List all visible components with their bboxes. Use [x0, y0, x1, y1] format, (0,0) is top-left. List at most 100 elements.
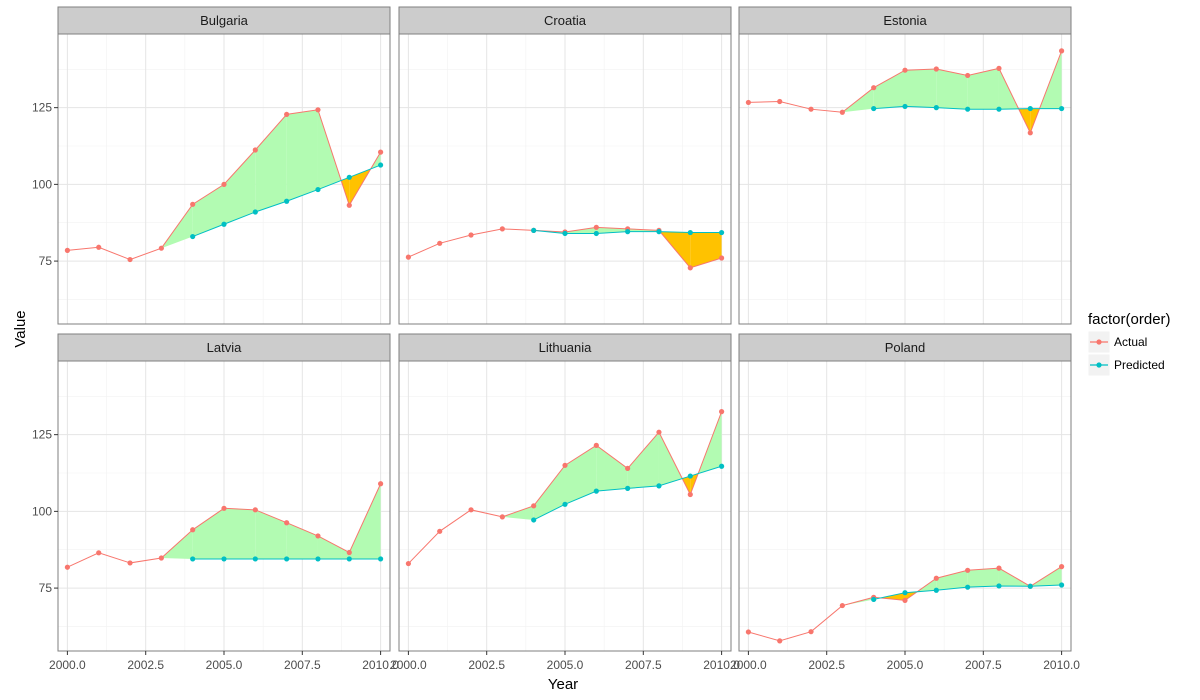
ribbon-segment	[286, 109, 318, 202]
ribbon-segment	[967, 68, 999, 110]
facet-label: Bulgaria	[200, 13, 248, 28]
data-point-predicted	[996, 106, 1002, 112]
data-point-predicted	[315, 556, 321, 562]
data-point-predicted	[562, 230, 568, 237]
data-point-predicted	[221, 556, 227, 562]
data-point-predicted	[902, 103, 908, 110]
facet-strip	[738, 6, 1072, 35]
data-point-actual	[252, 147, 258, 153]
data-point-actual	[315, 533, 321, 539]
data-point-actual	[687, 265, 693, 271]
data-point-predicted	[531, 517, 537, 523]
data-point-actual	[777, 638, 783, 644]
data-point-actual	[777, 98, 783, 105]
data-point-predicted	[1059, 105, 1065, 112]
data-point-actual	[284, 520, 290, 526]
data-point-actual	[531, 503, 537, 509]
data-point-actual	[933, 66, 939, 72]
ribbon-segment	[873, 70, 905, 109]
data-point-predicted	[625, 229, 631, 235]
data-point-actual	[808, 629, 814, 635]
data-point-actual	[437, 528, 443, 534]
data-point-actual	[719, 255, 725, 261]
legend-entry-actual: Actual	[1087, 330, 1147, 354]
data-point-actual	[933, 575, 939, 581]
ribbon-segment	[286, 522, 318, 559]
ribbon-segment	[936, 68, 968, 110]
x-tick-label: 2007.5	[284, 658, 321, 672]
panel-bulgaria: Bulgaria 75 100 125	[32, 6, 391, 325]
data-point-actual	[96, 244, 102, 250]
data-point-predicted	[346, 174, 352, 180]
data-point-predicted	[933, 105, 939, 111]
x-tick-label: 2010.0	[362, 658, 399, 672]
x-tick-label: 2005.0	[206, 658, 243, 672]
data-point-actual	[405, 560, 411, 567]
panels-layer: Bulgaria 75 100 125 Croatia Estonia Latvia 75 10…	[32, 6, 1080, 672]
data-point-predicted	[719, 463, 725, 469]
facet-strip	[57, 333, 391, 362]
data-point-predicted	[871, 105, 877, 112]
panel-estonia: Estonia	[738, 6, 1072, 325]
data-point-predicted	[656, 229, 662, 235]
data-point-actual	[346, 202, 352, 208]
data-point-predicted	[1059, 582, 1065, 588]
data-point-actual	[562, 462, 568, 468]
x-tick-label: 2010.0	[703, 658, 740, 672]
ribbon-segment	[596, 445, 628, 492]
legend-label: Predicted	[1114, 358, 1165, 372]
x-tick-label: 2000.0	[390, 658, 427, 672]
ribbon-segment	[317, 109, 342, 190]
data-point-actual	[221, 505, 227, 511]
data-point-actual	[996, 65, 1002, 71]
data-point-predicted	[687, 473, 693, 479]
data-point-actual	[745, 629, 751, 635]
data-point-predicted	[378, 556, 384, 562]
x-tick-label: 2007.5	[965, 658, 1002, 672]
data-point-actual	[378, 149, 384, 155]
panel-croatia: Croatia	[398, 6, 732, 325]
data-point-predicted	[687, 229, 693, 236]
ribbon-segment	[317, 535, 350, 559]
data-point-predicted	[562, 501, 568, 507]
data-point-actual	[902, 67, 908, 73]
data-point-actual	[127, 256, 133, 263]
data-point-predicted	[190, 556, 196, 562]
ribbon-segment	[502, 505, 534, 520]
data-point-actual	[158, 555, 164, 561]
difference-ribbons	[842, 50, 1062, 133]
data-point-actual	[405, 254, 411, 260]
x-tick-label: 2002.5	[468, 658, 505, 672]
facet-label: Latvia	[207, 340, 242, 355]
y-tick-label: 100	[32, 504, 52, 518]
data-point-actual	[64, 564, 70, 570]
data-point-actual	[1027, 130, 1033, 136]
ribbon-segment	[192, 184, 224, 237]
data-point-predicted	[1027, 105, 1033, 112]
panel-latvia: Latvia 75 100 125 2000.0 2002.5 2005.0 2007.5 20…	[32, 333, 399, 672]
facet-label: Lithuania	[539, 340, 593, 355]
data-point-predicted	[719, 229, 725, 236]
ribbon-segment	[936, 570, 968, 591]
facet-strip	[57, 6, 391, 35]
legend-title: factor(order)	[1088, 311, 1171, 328]
data-point-predicted	[593, 230, 599, 237]
difference-ribbons	[161, 483, 381, 559]
data-point-actual	[871, 85, 877, 91]
data-point-predicted	[902, 590, 908, 596]
legend: factor(order) Actual Predicted	[1087, 311, 1171, 377]
data-point-actual	[64, 247, 70, 253]
facet-label: Croatia	[544, 13, 587, 28]
facet-label: Estonia	[883, 13, 927, 28]
x-tick-label: 2000.0	[730, 658, 767, 672]
data-point-predicted	[965, 584, 971, 590]
panel-lithuania: Lithuania 2000.0 2002.5 2005.0 2007.5 2010.0	[390, 333, 740, 672]
data-point-actual	[1059, 48, 1065, 54]
ribbon-segment	[658, 432, 683, 486]
y-tick-label: 75	[39, 581, 53, 595]
legend-label: Actual	[1114, 335, 1147, 349]
data-point-actual	[378, 481, 384, 487]
data-point-predicted	[625, 485, 631, 491]
x-axis-title: Year	[548, 676, 578, 693]
data-point-actual	[965, 567, 971, 573]
